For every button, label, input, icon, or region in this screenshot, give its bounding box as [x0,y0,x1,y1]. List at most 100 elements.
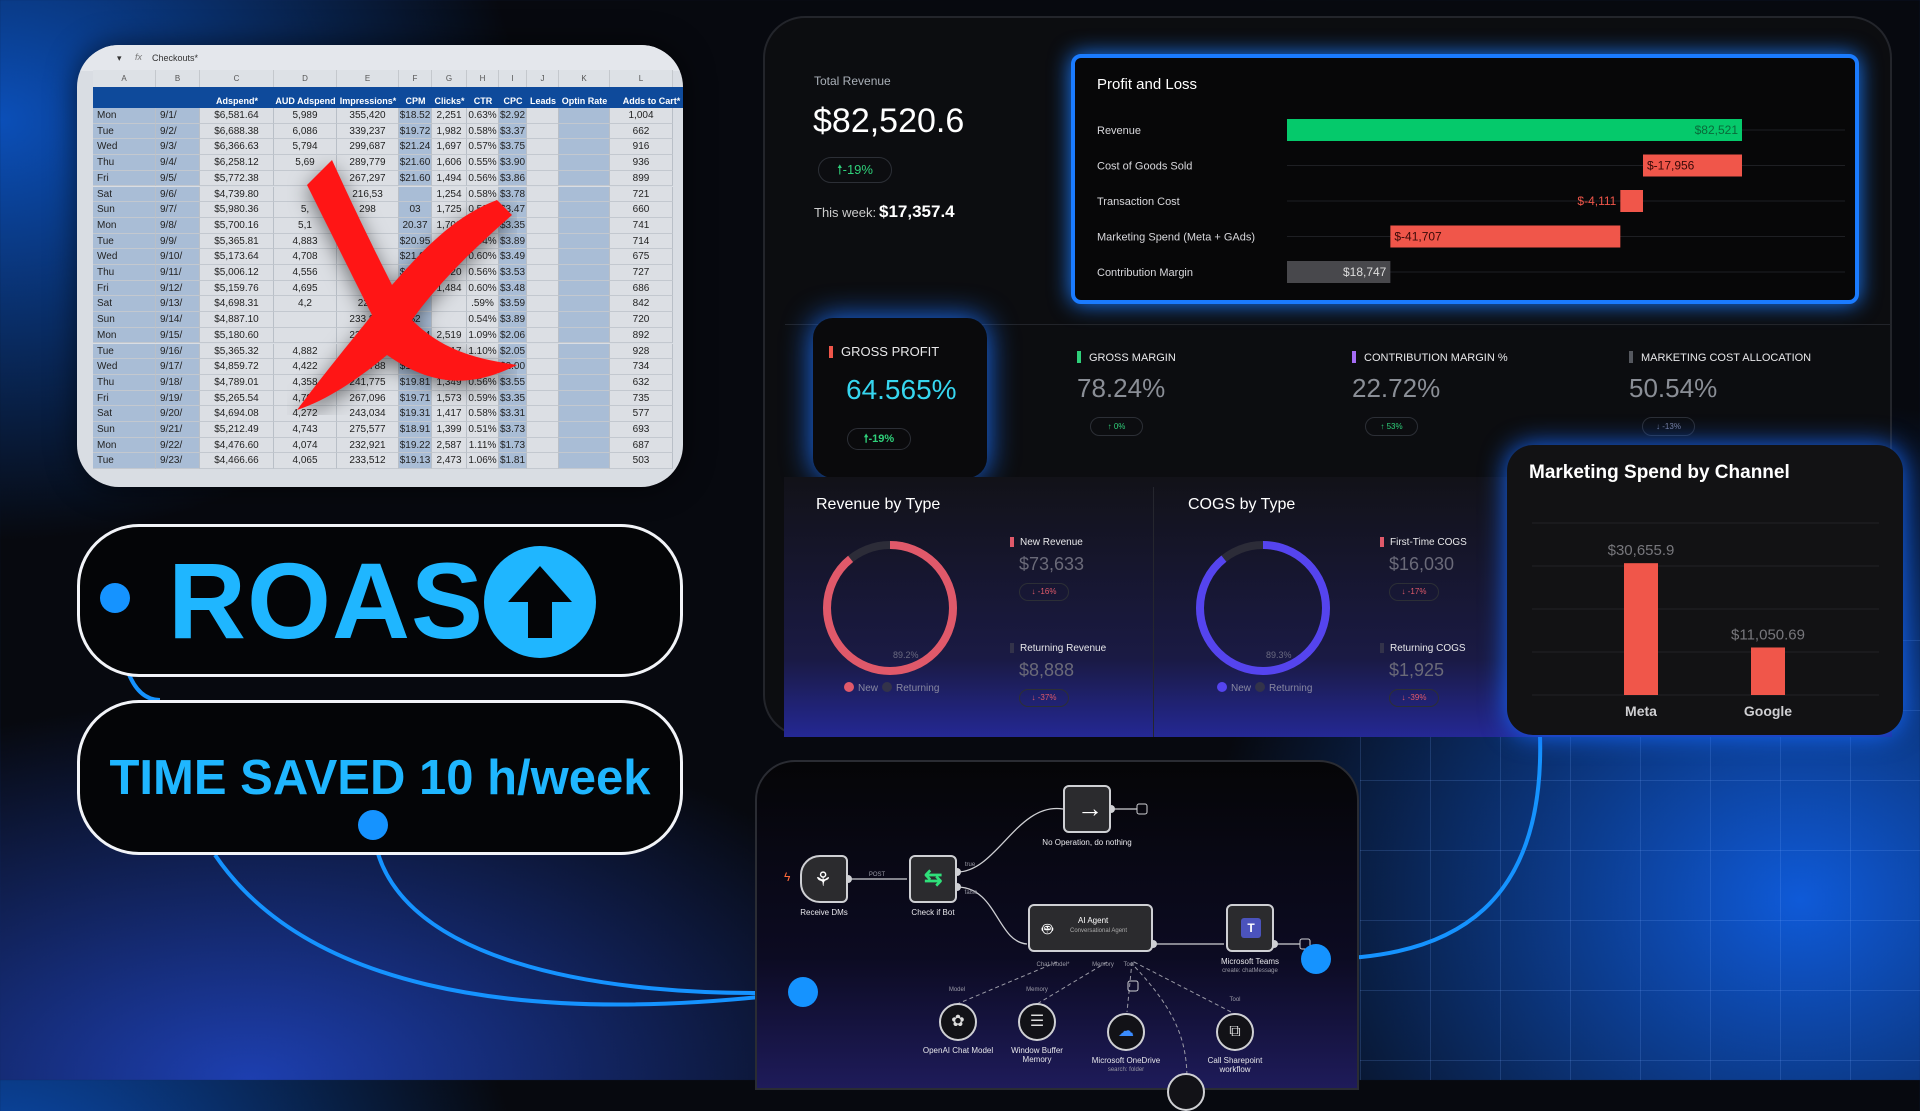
table-cell[interactable]: 9/23/ [156,453,200,470]
table-cell[interactable] [527,327,559,344]
table-cell[interactable]: 842 [610,296,673,313]
table-cell[interactable]: 1,982 [432,123,467,140]
table-cell[interactable]: 1,573 [432,390,467,407]
table-cell[interactable]: 2,473 [432,453,467,470]
table-cell[interactable]: $5,772.38 [200,170,274,187]
table-cell[interactable]: 1,399 [432,422,467,438]
table-cell[interactable]: 721 [610,186,673,203]
table-cell[interactable]: Tue [93,453,156,470]
table-cell[interactable] [527,390,559,407]
table-cell[interactable] [559,249,610,265]
table-cell[interactable]: $5,006.12 [200,265,274,281]
table-cell[interactable]: $21.24 [399,139,432,156]
table-cell[interactable]: Sun [93,202,156,218]
table-cell[interactable] [527,139,559,156]
node-receive-dms[interactable]: ⚘ [800,855,848,903]
table-cell[interactable]: $4,887.10 [200,312,274,328]
table-cell[interactable]: Wed [93,139,156,156]
table-cell[interactable] [527,422,559,438]
table-cell[interactable]: 0.56% [467,265,499,281]
table-cell[interactable]: 2,587 [432,437,467,454]
table-cell[interactable]: $5,173.64 [200,249,274,265]
table-cell[interactable]: 928 [610,343,673,360]
table-cell[interactable]: 916 [610,139,673,156]
table-cell[interactable]: $3.35 [499,217,527,234]
table-cell[interactable]: $19.31 [399,406,432,422]
table-cell[interactable]: $5,265.54 [200,390,274,407]
table-cell[interactable]: 675 [610,249,673,265]
table-cell[interactable]: $1.81 [499,453,527,470]
table-cell[interactable] [527,437,559,454]
table-cell[interactable]: Fri [93,390,156,407]
table-cell[interactable]: $3.37 [499,123,527,140]
table-cell[interactable]: 1.11% [467,437,499,454]
table-cell[interactable]: 741 [610,217,673,234]
table-cell[interactable]: $4,859.72 [200,359,274,375]
table-cell[interactable]: 4,074 [274,437,337,454]
table-cell[interactable]: 4,272 [274,406,337,422]
table-cell[interactable]: Tue [93,123,156,140]
table-cell[interactable]: $3.49 [499,249,527,265]
table-cell[interactable] [527,406,559,422]
node-call-sharepoint-workflow[interactable]: ⧉ [1216,1013,1254,1051]
table-cell[interactable]: 9/19/ [156,390,200,407]
table-cell[interactable]: $3.86 [499,170,527,187]
table-cell[interactable] [527,343,559,360]
table-cell[interactable] [559,296,610,313]
table-cell[interactable] [559,406,610,422]
table-cell[interactable] [559,123,610,140]
table-cell[interactable]: 9/14/ [156,312,200,328]
node-openai-chat-model[interactable]: ✿ [939,1003,977,1041]
table-cell[interactable]: 5,69 [274,155,337,171]
bar-meta[interactable] [1624,563,1658,695]
table-cell[interactable]: 4,065 [274,453,337,470]
table-cell[interactable] [527,170,559,187]
table-cell[interactable]: $2.05 [499,343,527,360]
table-cell[interactable]: 892 [610,327,673,344]
table-cell[interactable]: Sun [93,422,156,438]
table-cell[interactable] [559,186,610,203]
table-cell[interactable] [527,296,559,313]
table-cell[interactable] [559,312,610,328]
legend-label[interactable]: Returning [896,683,940,694]
table-cell[interactable] [527,280,559,297]
table-cell[interactable]: $4,694.08 [200,406,274,422]
table-cell[interactable]: $5,212.49 [200,422,274,438]
table-cell[interactable]: 693 [610,422,673,438]
table-cell[interactable]: 4,2 [274,296,337,313]
table-cell[interactable] [432,296,467,313]
table-cell[interactable] [527,108,559,124]
table-cell[interactable]: $19.81 [399,374,432,391]
table-cell[interactable]: $2.92 [499,108,527,124]
table-cell[interactable]: $5,365.32 [200,343,274,360]
table-cell[interactable] [432,312,467,328]
table-cell[interactable]: 577 [610,406,673,422]
table-cell[interactable] [559,422,610,438]
table-cell[interactable]: 4,556 [274,265,337,281]
table-cell[interactable]: $4,476.60 [200,437,274,454]
table-cell[interactable] [527,123,559,140]
table-cell[interactable]: $5,159.76 [200,280,274,297]
table-cell[interactable]: 9/21/ [156,422,200,438]
table-cell[interactable]: $5,700.16 [200,217,274,234]
table-cell[interactable]: 734 [610,359,673,375]
table-cell[interactable] [559,437,610,454]
table-cell[interactable] [559,108,610,124]
table-cell[interactable]: $5,980.36 [200,202,274,218]
table-cell[interactable]: 9/16/ [156,343,200,360]
node-check-if-bot[interactable]: ⇆ [909,855,957,903]
table-cell[interactable]: 0.51% [467,422,499,438]
table-cell[interactable]: 9/20/ [156,406,200,422]
table-cell[interactable]: 1,484 [432,280,467,297]
table-cell[interactable]: $19.71 [399,390,432,407]
table-cell[interactable] [559,217,610,234]
table-cell[interactable]: Thu [93,155,156,171]
table-cell[interactable]: 355,420 [337,108,399,124]
table-cell[interactable]: Wed [93,249,156,265]
table-cell[interactable]: $4,789.01 [200,374,274,391]
table-cell[interactable]: $4,739.80 [200,186,274,203]
table-cell[interactable]: 243,034 [337,406,399,422]
table-cell[interactable] [559,202,610,218]
table-cell[interactable]: 9/17/ [156,359,200,375]
table-cell[interactable]: Sun [93,312,156,328]
